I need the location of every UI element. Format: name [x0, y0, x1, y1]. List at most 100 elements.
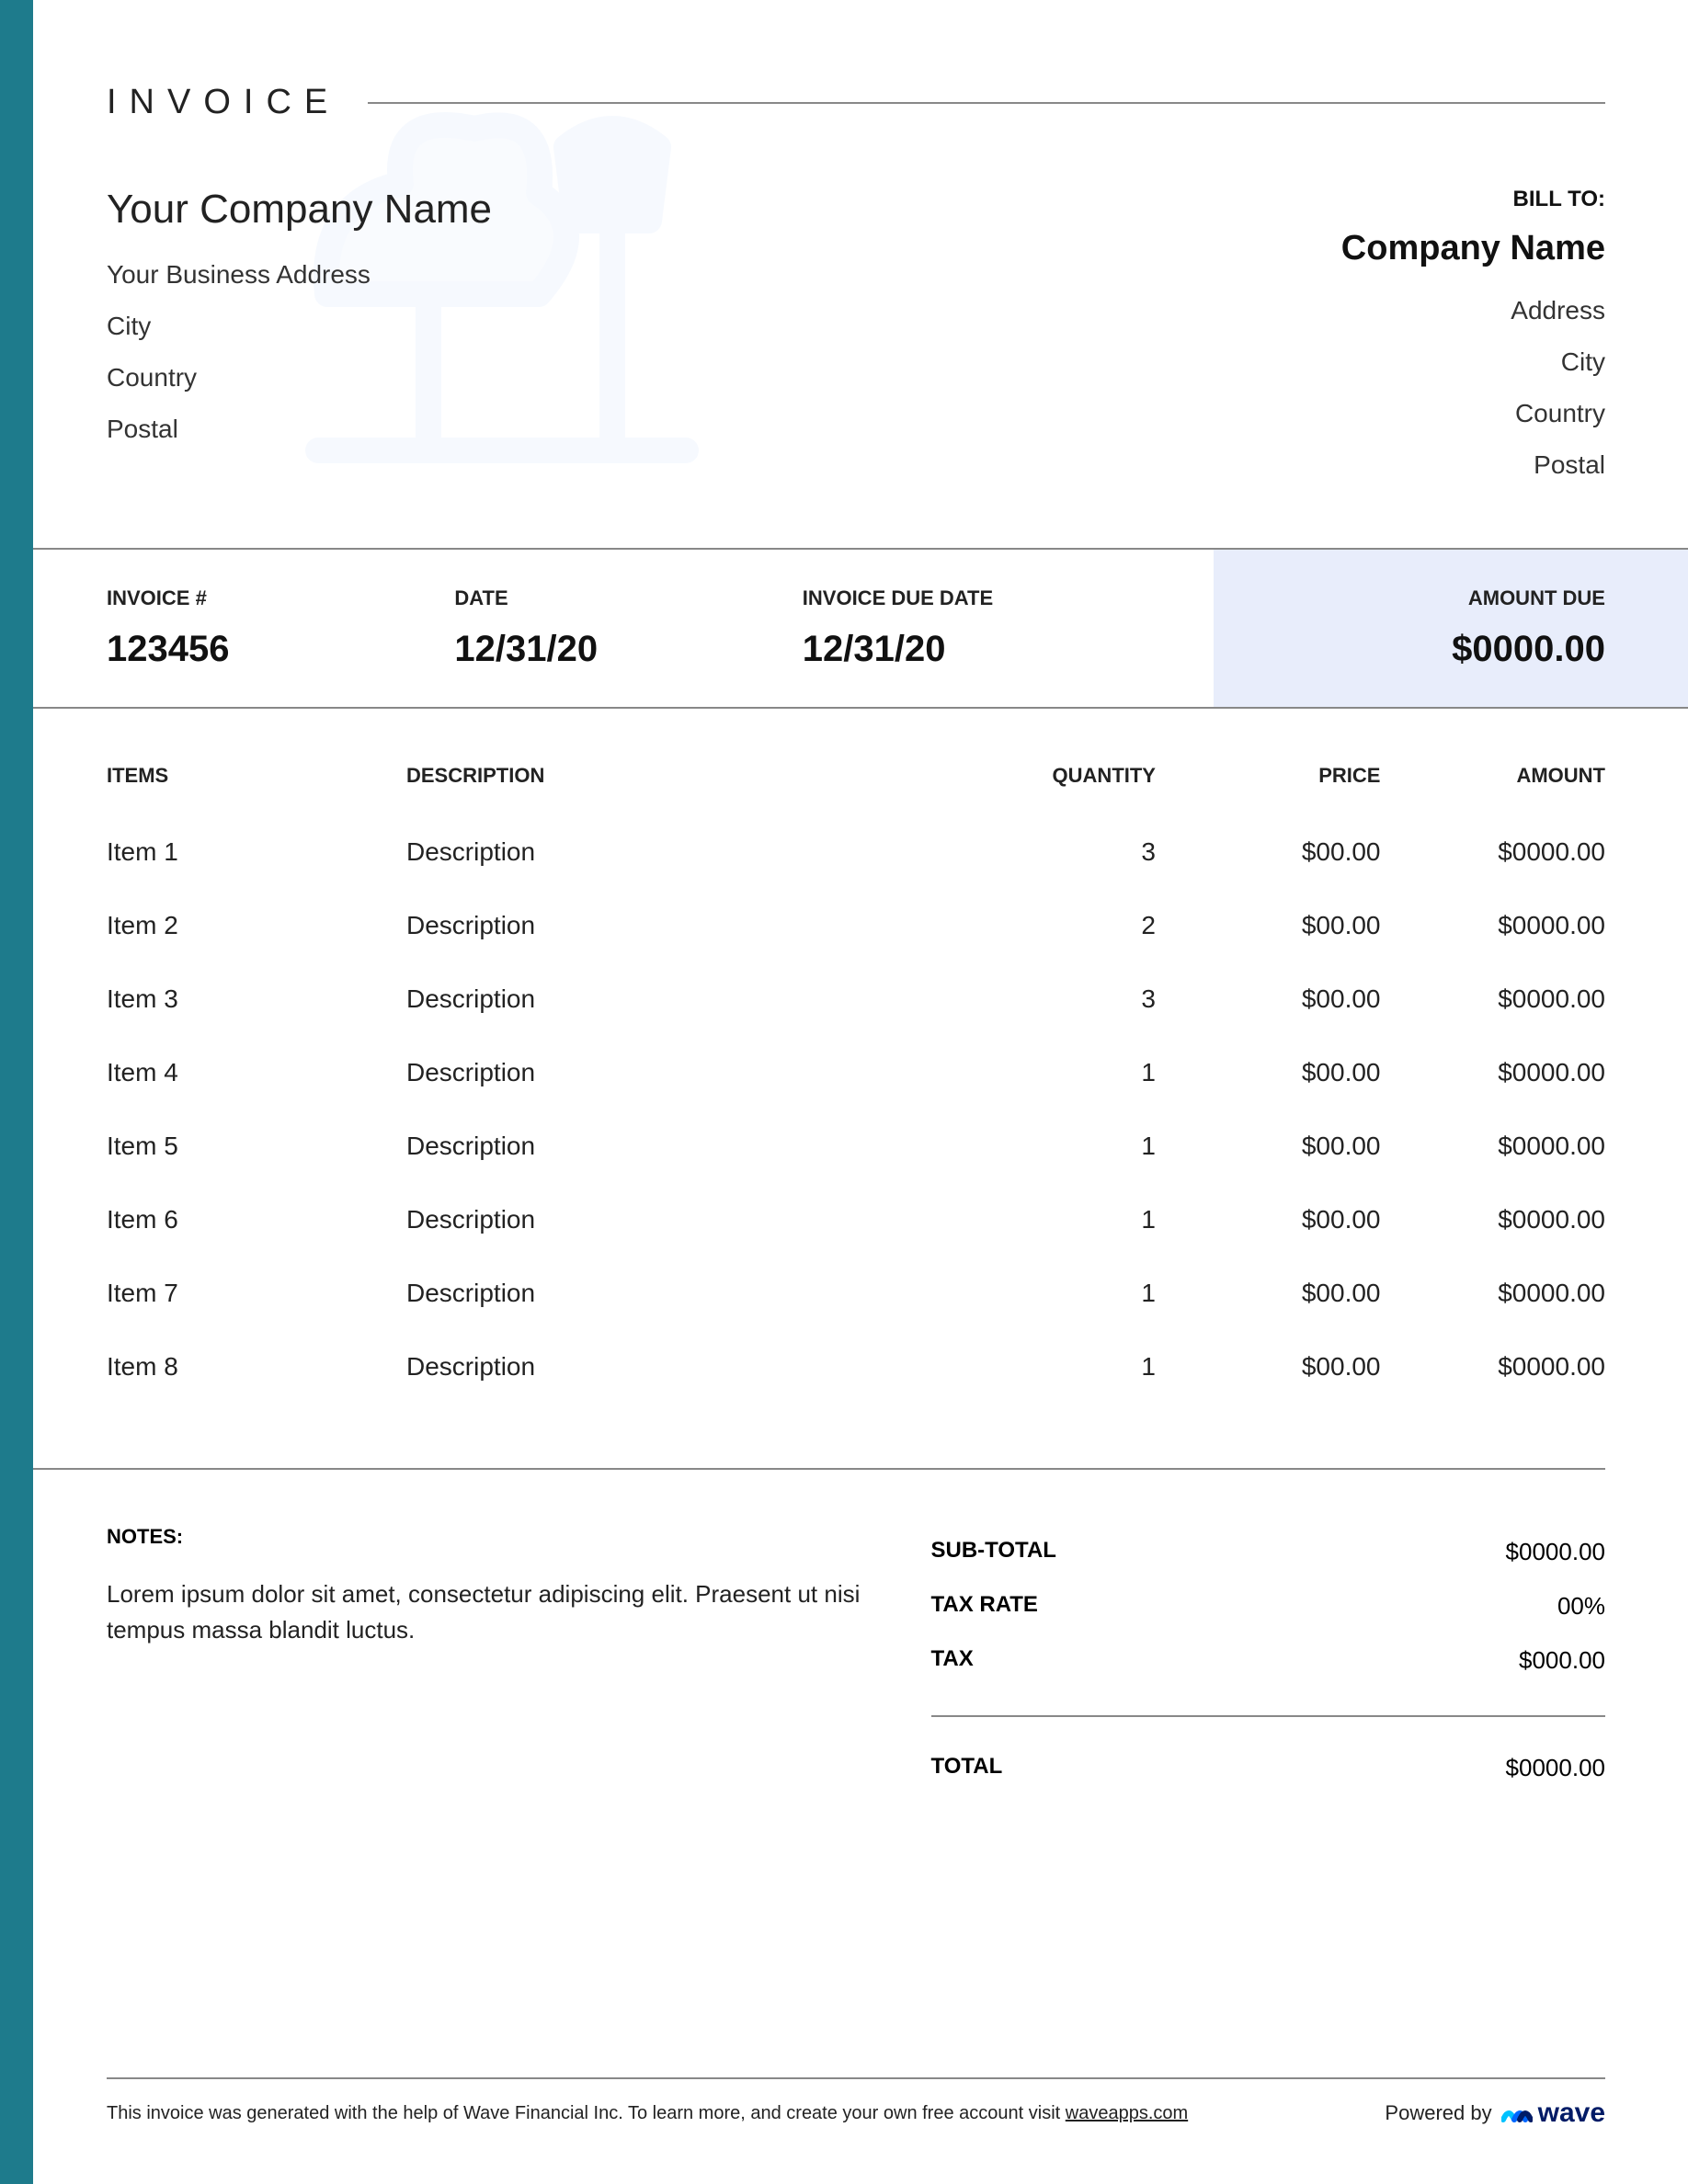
bill-to-block: BILL TO: Company Name Address City Count…: [1341, 187, 1605, 502]
col-header-description: DESCRIPTION: [406, 764, 931, 788]
total-value: $0000.00: [1506, 1754, 1605, 1782]
amount-due: $0000.00: [1214, 629, 1605, 670]
notes-label: NOTES:: [107, 1525, 876, 1549]
item-amount: $0000.00: [1381, 1279, 1606, 1308]
footer-text-prefix: This invoice was generated with the help…: [107, 2103, 1066, 2123]
from-country: Country: [107, 363, 492, 392]
invoice-meta-bar: INVOICE # 123456 DATE 12/31/20 INVOICE D…: [33, 548, 1688, 709]
item-amount: $0000.00: [1381, 1058, 1606, 1087]
invoice-number-label: INVOICE #: [107, 586, 454, 610]
item-price: $00.00: [1156, 1058, 1381, 1087]
table-row: Item 6Description1$00.00$0000.00: [107, 1183, 1605, 1257]
col-header-items: ITEMS: [107, 764, 406, 788]
item-name: Item 5: [107, 1132, 406, 1161]
side-accent-bar: [0, 0, 33, 2184]
col-header-quantity: QUANTITY: [931, 764, 1157, 788]
table-row: Item 8Description1$00.00$0000.00: [107, 1330, 1605, 1404]
to-company-name: Company Name: [1341, 229, 1605, 268]
items-table-body: Item 1Description3$00.00$0000.00Item 2De…: [107, 815, 1605, 1404]
item-name: Item 1: [107, 837, 406, 867]
items-table-header: ITEMS DESCRIPTION QUANTITY PRICE AMOUNT: [107, 709, 1605, 815]
notes-block: NOTES: Lorem ipsum dolor sit amet, conse…: [107, 1525, 931, 1795]
table-row: Item 4Description1$00.00$0000.00: [107, 1036, 1605, 1109]
item-name: Item 4: [107, 1058, 406, 1087]
wave-brand-text: wave: [1538, 2098, 1605, 2129]
tax-rate-value: 00%: [1557, 1592, 1605, 1621]
item-name: Item 7: [107, 1279, 406, 1308]
item-name: Item 6: [107, 1205, 406, 1234]
footer: This invoice was generated with the help…: [107, 2077, 1605, 2129]
item-amount: $0000.00: [1381, 911, 1606, 940]
item-name: Item 8: [107, 1352, 406, 1382]
tax-value: $000.00: [1519, 1646, 1605, 1675]
item-name: Item 3: [107, 984, 406, 1014]
item-price: $00.00: [1156, 911, 1381, 940]
item-quantity: 1: [931, 1132, 1157, 1161]
totals-block: SUB-TOTAL $0000.00 TAX RATE 00% TAX $000…: [931, 1525, 1606, 1795]
to-postal: Postal: [1341, 450, 1605, 480]
from-postal: Postal: [107, 415, 492, 444]
to-address: Address: [1341, 296, 1605, 325]
invoice-date-label: DATE: [454, 586, 802, 610]
amount-due-label: AMOUNT DUE: [1214, 586, 1605, 610]
from-block: Your Company Name Your Business Address …: [107, 187, 492, 502]
table-row: Item 2Description2$00.00$0000.00: [107, 889, 1605, 962]
total-label: TOTAL: [931, 1754, 1003, 1782]
item-price: $00.00: [1156, 1132, 1381, 1161]
powered-by-label: Powered by: [1385, 2101, 1491, 2125]
item-quantity: 3: [931, 984, 1157, 1014]
item-price: $00.00: [1156, 984, 1381, 1014]
notes-text: Lorem ipsum dolor sit amet, consectetur …: [107, 1576, 876, 1648]
item-description: Description: [406, 837, 931, 867]
item-quantity: 1: [931, 1352, 1157, 1382]
item-description: Description: [406, 1205, 931, 1234]
invoice-due-date-label: INVOICE DUE DATE: [803, 586, 1214, 610]
subtotal-label: SUB-TOTAL: [931, 1538, 1056, 1566]
table-row: Item 5Description1$00.00$0000.00: [107, 1109, 1605, 1183]
invoice-title: INVOICE: [107, 83, 340, 122]
bill-to-label: BILL TO:: [1341, 187, 1605, 212]
powered-by: Powered by wave: [1385, 2098, 1605, 2129]
from-address: Your Business Address: [107, 260, 492, 290]
item-quantity: 1: [931, 1205, 1157, 1234]
item-amount: $0000.00: [1381, 1352, 1606, 1382]
table-row: Item 3Description3$00.00$0000.00: [107, 962, 1605, 1036]
item-quantity: 1: [931, 1058, 1157, 1087]
wave-logo-icon: [1501, 2099, 1533, 2127]
from-city: City: [107, 312, 492, 341]
item-price: $00.00: [1156, 1205, 1381, 1234]
tax-rate-label: TAX RATE: [931, 1592, 1038, 1621]
table-row: Item 1Description3$00.00$0000.00: [107, 815, 1605, 889]
header-divider: [368, 102, 1605, 104]
item-quantity: 3: [931, 837, 1157, 867]
item-amount: $0000.00: [1381, 1132, 1606, 1161]
item-description: Description: [406, 1352, 931, 1382]
footer-link[interactable]: waveapps.com: [1066, 2103, 1188, 2123]
item-price: $00.00: [1156, 1352, 1381, 1382]
item-price: $00.00: [1156, 1279, 1381, 1308]
invoice-date: 12/31/20: [454, 629, 802, 670]
invoice-due-date: 12/31/20: [803, 629, 1214, 670]
item-price: $00.00: [1156, 837, 1381, 867]
item-description: Description: [406, 1058, 931, 1087]
col-header-price: PRICE: [1156, 764, 1381, 788]
from-company-name: Your Company Name: [107, 187, 492, 233]
item-amount: $0000.00: [1381, 984, 1606, 1014]
item-description: Description: [406, 911, 931, 940]
table-row: Item 7Description1$00.00$0000.00: [107, 1257, 1605, 1330]
item-description: Description: [406, 1279, 931, 1308]
invoice-number: 123456: [107, 629, 454, 670]
to-city: City: [1341, 347, 1605, 377]
item-name: Item 2: [107, 911, 406, 940]
wave-logo: wave: [1501, 2098, 1605, 2129]
col-header-amount: AMOUNT: [1381, 764, 1606, 788]
item-quantity: 1: [931, 1279, 1157, 1308]
subtotal-value: $0000.00: [1506, 1538, 1605, 1566]
item-quantity: 2: [931, 911, 1157, 940]
item-amount: $0000.00: [1381, 1205, 1606, 1234]
header-row: INVOICE: [107, 83, 1605, 122]
tax-label: TAX: [931, 1646, 974, 1675]
footer-text: This invoice was generated with the help…: [107, 2103, 1188, 2124]
item-amount: $0000.00: [1381, 837, 1606, 867]
item-description: Description: [406, 1132, 931, 1161]
